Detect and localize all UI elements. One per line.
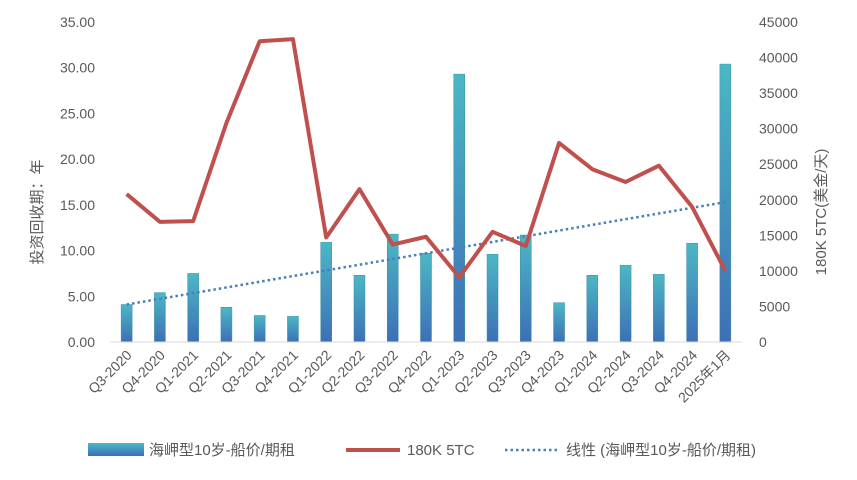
- legend-trend-label: 线性 (海岬型10岁-船价/期租): [566, 442, 756, 459]
- right-tick-label: 20000: [759, 192, 798, 208]
- bar: [120, 304, 133, 343]
- legend: 海岬型10岁-船价/期租 180K 5TC 线性 (海岬型10岁-船价/期租): [88, 442, 756, 459]
- right-tick-label: 45000: [759, 14, 798, 30]
- bar: [187, 273, 199, 343]
- bar: [386, 233, 399, 343]
- right-tick-label: 25000: [759, 156, 798, 172]
- legend-bar-swatch: [88, 443, 144, 456]
- right-tick-label: 30000: [759, 121, 798, 137]
- left-tick-label: 5.00: [68, 288, 95, 304]
- bar: [586, 275, 599, 343]
- right-tick-label: 15000: [759, 227, 798, 243]
- left-tick-label: 35.00: [60, 14, 95, 30]
- x-axis-labels: Q3-2020Q4-2020Q1-2021Q2-2021Q3-2021Q4-20…: [85, 347, 734, 406]
- left-tick-label: 20.00: [60, 151, 95, 167]
- bar: [553, 302, 565, 343]
- bar: [619, 264, 632, 343]
- right-tick-label: 5000: [759, 298, 790, 314]
- trendline: [126, 200, 726, 306]
- bar: [220, 307, 233, 343]
- bar: [320, 242, 332, 343]
- line-series: [125, 37, 728, 280]
- right-axis-ticks: 0 5000 10000 15000 20000 25000 30000 35000 40000…: [759, 14, 798, 350]
- right-tick-label: 35000: [759, 85, 798, 101]
- line-series-path: [125, 37, 728, 280]
- legend-bar-label: 海岬型10岁-船价/期租: [149, 442, 295, 459]
- right-axis-title: 180K 5TC(美金/天): [813, 149, 830, 276]
- bar: [520, 234, 532, 343]
- bar: [253, 315, 266, 343]
- left-axis-title: 投资回收期：年: [29, 159, 46, 264]
- right-tick-label: 40000: [759, 50, 798, 66]
- bar-series: [120, 63, 732, 343]
- bar: [353, 275, 366, 343]
- right-tick-label: 10000: [759, 263, 798, 279]
- right-tick-label: 0: [759, 334, 767, 350]
- bar: [653, 274, 665, 343]
- bar: [486, 253, 499, 343]
- bar: [686, 243, 698, 343]
- left-tick-label: 25.00: [60, 105, 95, 121]
- bar: [420, 253, 432, 343]
- left-tick-label: 15.00: [60, 197, 95, 213]
- trendline-series: [126, 200, 726, 306]
- legend-line-label: 180K 5TC: [407, 442, 475, 459]
- bar: [287, 316, 299, 343]
- left-tick-label: 0.00: [68, 334, 95, 350]
- left-axis-ticks: 0.00 5.00 10.00 15.00 20.00 25.00 30.00 35.00: [60, 14, 95, 350]
- left-tick-label: 30.00: [60, 60, 95, 76]
- left-tick-label: 10.00: [60, 243, 95, 259]
- bar: [453, 73, 466, 343]
